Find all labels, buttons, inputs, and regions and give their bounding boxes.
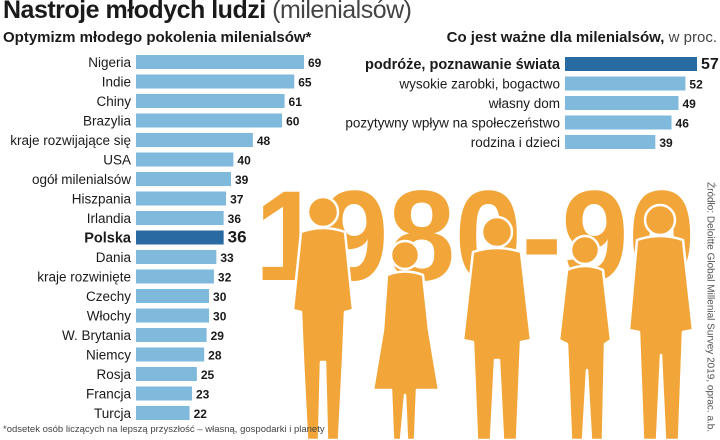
- right-chart-title-bold: Co jest ważne dla milenialsów,: [446, 29, 665, 46]
- right-chart-category-label: rodzina i dzieci: [471, 135, 560, 150]
- background-illustration: 1980-90: [255, 165, 695, 440]
- right-chart-value-label: 52: [689, 78, 703, 92]
- right-chart-title-light: w proc.: [668, 29, 717, 46]
- left-chart-value-label: 37: [230, 193, 244, 207]
- left-chart-category-label: Chiny: [96, 94, 131, 109]
- left-chart-category-label: Hiszpania: [72, 192, 132, 207]
- left-chart-value-label: 61: [289, 95, 303, 109]
- left-chart-value-label: 25: [201, 368, 215, 382]
- left-chart-bar: [136, 289, 210, 303]
- left-chart-value-label: 28: [208, 349, 222, 363]
- left-chart-value-label: 60: [286, 115, 300, 129]
- left-chart-category-label: Polska: [84, 231, 132, 247]
- right-chart-value-label: 39: [659, 136, 673, 150]
- right-chart-bar: [565, 135, 656, 149]
- title-light: (milenialsów): [272, 0, 412, 24]
- left-chart-value-label: 30: [213, 310, 227, 324]
- left-chart-bar: [136, 133, 253, 147]
- left-chart-value-label: 48: [257, 134, 271, 148]
- left-chart-bar: [136, 94, 285, 108]
- left-chart-category-label: W. Brytania: [62, 328, 132, 343]
- left-chart-category-label: Czechy: [86, 289, 131, 304]
- right-chart-category-label: podróże, poznawanie świata: [365, 57, 561, 73]
- left-chart-category-label: Francja: [86, 387, 132, 402]
- left-chart-bar: [136, 406, 190, 420]
- source-note: Źródło: Deloitte Global Millenial Survey…: [704, 182, 716, 433]
- left-chart-bar: [136, 347, 205, 362]
- left-chart-value-label: 69: [308, 56, 322, 70]
- right-chart-category-label: pozytywny wpływ na społeczeństwo: [345, 116, 560, 131]
- right-chart-bar: [565, 76, 686, 91]
- left-chart-value-label: 29: [211, 329, 225, 343]
- left-chart-category-label: Irlandia: [87, 211, 132, 226]
- left-chart-value-label: 65: [298, 76, 312, 90]
- left-chart-category-label: Indie: [102, 75, 131, 90]
- left-chart-category-label: USA: [103, 153, 131, 168]
- left-chart-bar: [136, 269, 214, 284]
- left-chart-value-label: 36: [228, 228, 247, 247]
- left-chart-category-label: Niemcy: [86, 348, 131, 363]
- left-chart-bar: [136, 367, 197, 381]
- right-chart-category-label: wysokie zarobki, bogactwo: [398, 77, 560, 92]
- right-chart-category-label: własny dom: [488, 96, 560, 111]
- right-chart-bar: [565, 96, 679, 110]
- left-chart-category-label: Brazylia: [83, 114, 132, 129]
- page-title: Nastroje młodych ludzi (milenialsów): [3, 0, 412, 25]
- left-chart-bar: [136, 55, 304, 69]
- left-chart-title: Optymizm młodego pokolenia milenialsów*: [3, 29, 312, 46]
- title-bold: Nastroje młodych ludzi: [3, 0, 266, 24]
- left-chart-value-label: 40: [237, 154, 251, 168]
- left-chart-category-label: Nigeria: [88, 55, 131, 70]
- left-chart-bar: [136, 113, 283, 128]
- right-chart-value-label: 46: [676, 117, 690, 131]
- left-chart-category-label: kraje rozwijające się: [10, 133, 131, 148]
- left-chart-value-label: 33: [220, 251, 234, 265]
- right-chart-title: Co jest ważne dla milenialsów, w proc.: [447, 29, 717, 46]
- footnote: *odsetek osób liczących na lepszą przysz…: [3, 424, 325, 435]
- left-chart-category-label: Turcja: [94, 406, 131, 421]
- left-chart-category-label: ogół milenialsów: [32, 172, 131, 187]
- left-chart-bar: [136, 230, 224, 245]
- left-chart-bar: [136, 250, 217, 264]
- right-chart-bar: [565, 115, 672, 130]
- left-chart-value-label: 36: [228, 212, 242, 226]
- left-chart-category-label: Włochy: [87, 309, 132, 324]
- people-silhouettes-icon: [291, 195, 695, 440]
- left-chart-bar: [136, 386, 192, 401]
- left-chart-value-label: 22: [194, 407, 208, 421]
- left-chart-bar: [136, 308, 210, 323]
- left-chart-category-label: Rosja: [96, 367, 131, 382]
- left-chart-bar: [136, 328, 207, 342]
- left-chart-value-label: 30: [213, 290, 227, 304]
- left-chart-category-label: Dania: [96, 250, 132, 265]
- left-chart-bar: [136, 172, 231, 186]
- left-chart-bar: [136, 191, 227, 206]
- left-chart-category-label: kraje rozwinięte: [37, 270, 131, 285]
- right-chart-value-label: 57: [701, 56, 719, 73]
- left-chart-bar: [136, 211, 224, 225]
- left-chart-value-label: 32: [218, 271, 232, 285]
- right-chart-value-label: 49: [682, 97, 696, 111]
- left-chart-value-label: 39: [235, 173, 249, 187]
- left-chart-value-label: 23: [196, 388, 210, 402]
- left-chart-bar: [136, 74, 295, 89]
- left-chart-bar: [136, 152, 234, 167]
- right-chart-bar: [565, 57, 697, 71]
